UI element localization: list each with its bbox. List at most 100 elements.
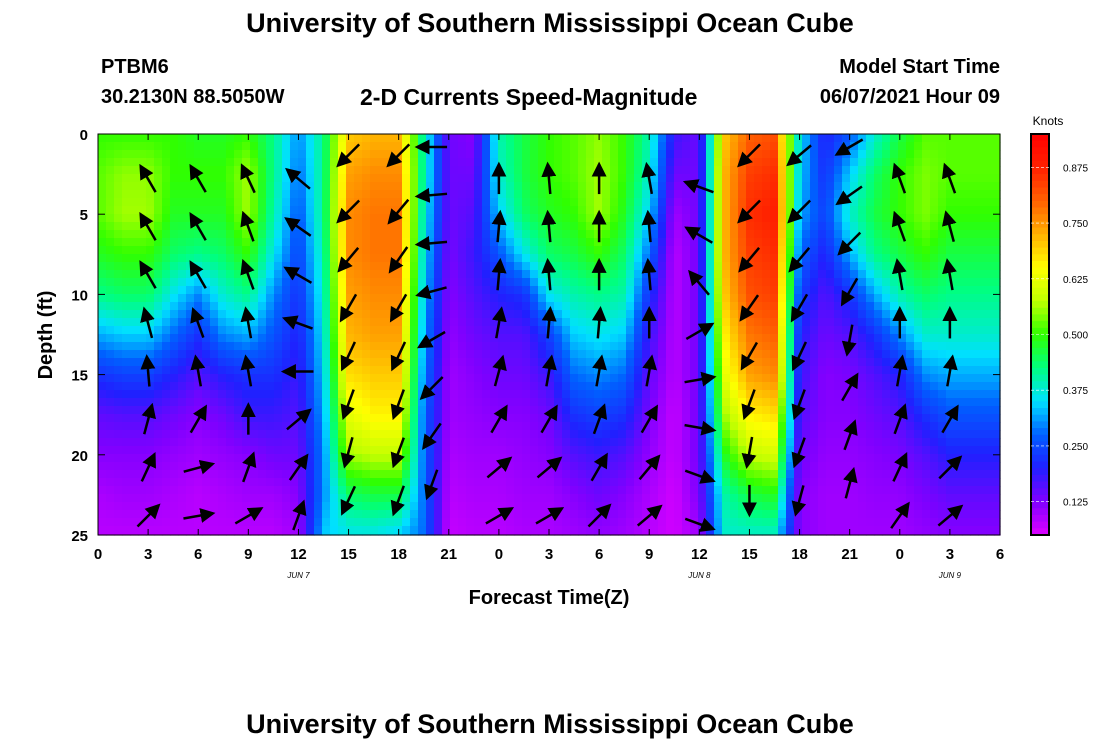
heatmap-cell	[690, 462, 699, 471]
heatmap-cell	[298, 174, 307, 183]
heatmap-cell	[418, 350, 427, 359]
heatmap-cell	[762, 406, 771, 415]
heatmap-cell	[538, 262, 547, 271]
heatmap-cell	[386, 398, 395, 407]
heatmap-cell	[866, 230, 875, 239]
heatmap-cell	[538, 462, 547, 471]
heatmap-cell	[602, 150, 611, 159]
heatmap-cell	[730, 270, 739, 279]
heatmap-cell	[634, 158, 643, 167]
heatmap-cell	[850, 526, 859, 535]
heatmap-cell	[426, 310, 435, 319]
heatmap-cell	[538, 438, 547, 447]
heatmap-cell	[442, 294, 451, 303]
heatmap-cell	[706, 302, 715, 311]
heatmap-cell	[466, 366, 475, 375]
heatmap-cell	[210, 350, 219, 359]
heatmap-cell	[586, 454, 595, 463]
heatmap-cell	[426, 182, 435, 191]
heatmap-cell	[530, 326, 539, 335]
heatmap-cell	[410, 166, 419, 175]
heatmap-cell	[378, 518, 387, 527]
heatmap-cell	[434, 430, 443, 439]
heatmap-cell	[578, 230, 587, 239]
heatmap-cell	[458, 334, 467, 343]
heatmap-cell	[418, 302, 427, 311]
heatmap-cell	[162, 366, 171, 375]
heatmap-cell	[562, 438, 571, 447]
heatmap-cell	[658, 238, 667, 247]
heatmap-cell	[690, 358, 699, 367]
heatmap-cell	[234, 254, 243, 263]
heatmap-cell	[578, 190, 587, 199]
heatmap-cell	[178, 198, 187, 207]
heatmap-cell	[330, 438, 339, 447]
heatmap-cell	[330, 414, 339, 423]
heatmap-cell	[786, 302, 795, 311]
heatmap-cell	[762, 510, 771, 519]
heatmap-cell	[626, 510, 635, 519]
heatmap-cell	[738, 382, 747, 391]
heatmap-cell	[618, 270, 627, 279]
heatmap-cell	[130, 214, 139, 223]
heatmap-cell	[330, 462, 339, 471]
heatmap-cell	[314, 198, 323, 207]
heatmap-cell	[202, 478, 211, 487]
heatmap-cell	[818, 430, 827, 439]
heatmap-cell	[634, 246, 643, 255]
heatmap-cell	[514, 390, 523, 399]
heatmap-cell	[386, 470, 395, 479]
heatmap-cell	[146, 190, 155, 199]
heatmap-cell	[250, 238, 259, 247]
heatmap-cell	[138, 230, 147, 239]
heatmap-cell	[602, 174, 611, 183]
heatmap-cell	[450, 134, 459, 143]
heatmap-cell	[114, 174, 123, 183]
heatmap-cell	[786, 230, 795, 239]
heatmap-cell	[146, 182, 155, 191]
heatmap-cell	[130, 142, 139, 151]
heatmap-cell	[450, 158, 459, 167]
heatmap-cell	[842, 526, 851, 535]
heatmap-cell	[450, 150, 459, 159]
heatmap-cell	[170, 214, 179, 223]
heatmap-cell	[362, 134, 371, 143]
heatmap-cell	[610, 222, 619, 231]
heatmap-cell	[370, 262, 379, 271]
heatmap-cell	[658, 190, 667, 199]
heatmap-cell	[98, 174, 107, 183]
heatmap-cell	[346, 174, 355, 183]
heatmap-cell	[258, 142, 267, 151]
heatmap-cell	[98, 278, 107, 287]
heatmap-cell	[810, 158, 819, 167]
heatmap-cell	[810, 510, 819, 519]
heatmap-cell	[322, 278, 331, 287]
heatmap-cell	[522, 334, 531, 343]
heatmap-cell	[226, 158, 235, 167]
heatmap-cell	[594, 142, 603, 151]
heatmap-cell	[570, 494, 579, 503]
heatmap-cell	[122, 214, 131, 223]
heatmap-cell	[722, 286, 731, 295]
heatmap-cell	[338, 526, 347, 535]
heatmap-cell	[674, 158, 683, 167]
heatmap-cell	[402, 390, 411, 399]
heatmap-cell	[626, 478, 635, 487]
heatmap-cell	[730, 158, 739, 167]
heatmap-cell	[418, 494, 427, 503]
heatmap-cell	[562, 454, 571, 463]
heatmap-cell	[106, 422, 115, 431]
heatmap-cell	[354, 270, 363, 279]
heatmap-cell	[434, 174, 443, 183]
heatmap-cell	[730, 174, 739, 183]
heatmap-cell	[610, 502, 619, 511]
heatmap-cell	[738, 134, 747, 143]
heatmap-cell	[474, 326, 483, 335]
heatmap-cell	[338, 286, 347, 295]
heatmap-cell	[722, 254, 731, 263]
heatmap-cell	[658, 366, 667, 375]
heatmap-cell	[154, 382, 163, 391]
heatmap-cell	[514, 430, 523, 439]
heatmap-cell	[370, 518, 379, 527]
heatmap-cell	[186, 310, 195, 319]
